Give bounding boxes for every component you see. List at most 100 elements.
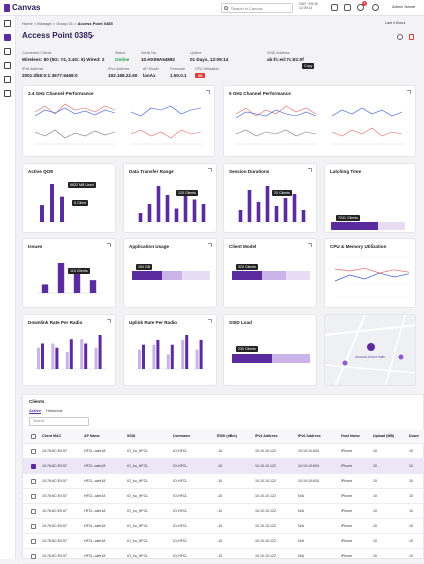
- table-header: Client MAC AP Name SSID Username RSSI (d…: [23, 429, 424, 444]
- settings-icon[interactable]: [344, 4, 351, 11]
- serial-label: Serial No.: [141, 51, 157, 55]
- time-range-select[interactable]: Last 4 Hours: [385, 21, 406, 25]
- ssid-value: ab:fc:ed:7c:81:0f: [267, 57, 304, 62]
- bar: [292, 194, 297, 222]
- table-row[interactable]: 10:76:6C:E0:57 HFCL-cafe18 IO_hu_HFCL IO-HF…: [23, 489, 424, 504]
- table-cell: IO-HFCL: [173, 494, 188, 498]
- table-row[interactable]: 10:76:6C:E0:57 HFCL-cafe18 IO_hu_HFCL IO-HF…: [23, 504, 424, 519]
- table-cell: 10: [373, 539, 377, 543]
- card-title: Client Model: [229, 244, 257, 249]
- table-cell: -10: [217, 524, 223, 528]
- bell-icon[interactable]: [357, 4, 364, 11]
- table-row[interactable]: 10:76:6C:E0:57 HFCL-cafe18 IO_hu_HFCL IO-HF…: [23, 474, 424, 489]
- global-search-input[interactable]: Search in Canvas: [221, 3, 293, 13]
- issues-tooltip: 115 Clients: [68, 268, 90, 274]
- sidebar-network-icon[interactable]: [4, 34, 11, 41]
- delete-icon[interactable]: [409, 34, 414, 40]
- table-cell: HFCL-cafe18: [84, 479, 106, 483]
- bar: [51, 343, 55, 369]
- crumb-home[interactable]: Home: [22, 21, 33, 26]
- col-header[interactable]: IPv4 Address: [255, 434, 278, 438]
- sidebar-tools-icon[interactable]: [4, 62, 11, 69]
- table-cell: HFCL-cafe18: [84, 509, 106, 513]
- row-checkbox[interactable]: [31, 524, 36, 529]
- expand-icon[interactable]: [308, 243, 312, 247]
- expand-icon[interactable]: [208, 168, 212, 172]
- col-header[interactable]: IPv6 Address: [298, 434, 321, 438]
- expand-icon[interactable]: [107, 319, 111, 323]
- col-header[interactable]: AP Name: [84, 434, 100, 438]
- crumb-manage[interactable]: Manage: [37, 21, 52, 26]
- model-label: AP Model: [143, 67, 159, 71]
- bar: [40, 205, 44, 222]
- card-title: Application Usage: [129, 244, 170, 249]
- table-cell: N/A: [298, 494, 304, 498]
- col-header[interactable]: Upload (MB): [373, 434, 395, 438]
- col-header[interactable]: RSSI (dBm): [217, 434, 237, 438]
- calendar-icon[interactable]: [331, 4, 338, 11]
- sidebar-reports-icon[interactable]: [4, 76, 11, 83]
- expand-icon[interactable]: [206, 90, 210, 94]
- bar: [199, 339, 203, 369]
- sidebar-monitor-icon[interactable]: [4, 90, 11, 97]
- expand-icon[interactable]: [107, 243, 111, 247]
- user-menu[interactable]: Admin Name: [392, 4, 416, 9]
- crumb-sep: >: [74, 21, 77, 26]
- bar: [80, 339, 84, 369]
- table-row[interactable]: 10:76:6C:E0:57 HFCL-cafe18 IO_hu_HFCL IO-HF…: [23, 459, 424, 474]
- row-checkbox[interactable]: [31, 554, 36, 559]
- expand-icon[interactable]: [208, 243, 212, 247]
- table-cell: N/A: [298, 554, 304, 558]
- col-header[interactable]: Down: [409, 434, 419, 438]
- logo[interactable]: Canvas: [4, 3, 40, 12]
- sidebar-dashboard-icon[interactable]: [4, 20, 11, 27]
- table-row[interactable]: 10:76:6C:E0:57 HFCL-cafe18 IO_hu_HFCL IO-HF…: [23, 444, 424, 459]
- expand-icon[interactable]: [208, 319, 212, 323]
- logo-mark-icon: [4, 3, 10, 12]
- chart-downlink: [35, 335, 107, 370]
- crumb-sep: >: [33, 21, 37, 26]
- row-checkbox[interactable]: [31, 539, 36, 544]
- cpu-label: CPU Utilization: [195, 67, 220, 71]
- row-checkbox[interactable]: [31, 494, 36, 499]
- expand-icon[interactable]: [308, 168, 312, 172]
- clients-search-input[interactable]: Search: [29, 417, 89, 426]
- tab-historical[interactable]: Historical: [46, 408, 63, 413]
- col-header[interactable]: Client MAC: [42, 434, 62, 438]
- bar: [185, 335, 189, 369]
- bar: [60, 196, 64, 222]
- bar: [138, 213, 143, 222]
- status-value: Online: [115, 57, 130, 62]
- col-header[interactable]: Host Name: [341, 434, 360, 438]
- row-checkbox[interactable]: [31, 509, 36, 514]
- settings-icon[interactable]: [397, 34, 403, 40]
- sidebar-devices-icon[interactable]: [4, 48, 11, 55]
- row-checkbox[interactable]: [31, 464, 36, 469]
- table-row[interactable]: 10:76:6C:E0:57 HFCL-cafe18 IO_hu_HFCL IO-HF…: [23, 534, 424, 549]
- firmware-label: Firmware: [170, 67, 185, 71]
- cpu-badge: 20: [195, 73, 206, 78]
- row-checkbox[interactable]: [31, 449, 36, 454]
- table-cell: -10: [217, 479, 223, 483]
- table-cell: 10:76:6C:E0:57: [42, 524, 67, 528]
- col-header[interactable]: SSID: [127, 434, 136, 438]
- crumb-group[interactable]: Group 01: [56, 21, 74, 26]
- ipv6-label: IPv6 Address: [22, 67, 44, 71]
- clients-title: Clients: [29, 399, 45, 404]
- row-checkbox[interactable]: [31, 479, 36, 484]
- table-row[interactable]: 10:76:6C:E0:57 HFCL-cafe18 IO_hu_HFCL IO-HF…: [23, 549, 424, 564]
- uptime-label: Uptime: [190, 51, 202, 55]
- crumb-sep: >: [52, 21, 56, 26]
- select-all-checkbox[interactable]: [31, 434, 36, 439]
- line-series: [331, 107, 403, 117]
- expand-icon[interactable]: [407, 90, 411, 94]
- help-icon[interactable]: [372, 4, 379, 11]
- table-row[interactable]: 10:76:6C:E0:57 HFCL-cafe18 IO_hu_HFCL IO-HF…: [23, 519, 424, 534]
- col-header[interactable]: Username: [173, 434, 191, 438]
- line-series: [331, 127, 403, 137]
- search-icon: [224, 6, 228, 10]
- table-cell: IO_hu_HFCL: [127, 524, 149, 528]
- card-map[interactable]: ACCESS POINT 0385: [324, 314, 416, 386]
- tab-active[interactable]: Active: [29, 408, 42, 414]
- card-title: Latching Time: [330, 169, 362, 174]
